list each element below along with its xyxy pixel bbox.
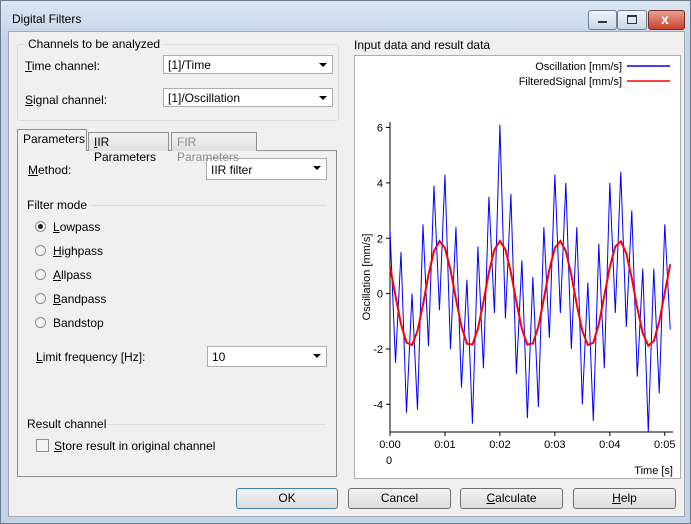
series-line: [389, 239, 672, 348]
separator: [107, 424, 326, 425]
radio-button[interactable]: [35, 293, 46, 304]
minimize-button[interactable]: [588, 10, 617, 30]
store-label: Store result in original channel: [54, 439, 216, 453]
radio-label: Bandpass: [53, 292, 107, 306]
result-legend: Result channel: [27, 417, 107, 431]
filter-mode-legend: Filter mode: [27, 198, 88, 212]
chart-title: Input data and result data: [354, 38, 491, 52]
legend-label: Oscillation [mm/s]: [535, 61, 622, 73]
tab[interactable]: IIR Parameters: [88, 132, 169, 164]
x-tick-label: 0:00: [379, 439, 400, 451]
channels-legend: Channels to be analyzed: [25, 37, 164, 51]
y-tick-label: 2: [377, 233, 383, 245]
y-tick-label: 6: [377, 123, 383, 135]
x-tick-label: 0:04: [599, 439, 620, 451]
radio-button[interactable]: [35, 269, 46, 280]
button[interactable]: Cancel: [348, 488, 451, 509]
channels-group: [17, 44, 339, 121]
series-line: [389, 124, 671, 433]
radio-label: Allpass: [53, 268, 92, 282]
x-tick-label: 0:01: [434, 439, 455, 451]
radio-button[interactable]: [35, 317, 46, 328]
method-label: Method:: [28, 163, 72, 177]
y-axis-label: Oscillation [mm/s]: [361, 234, 373, 321]
limit-label: Limit frequency [Hz]:: [36, 350, 146, 364]
radio-label: Lowpass: [53, 220, 101, 234]
radio-label: Highpass: [53, 244, 104, 258]
close-button[interactable]: x: [648, 10, 685, 30]
store-checkbox[interactable]: [36, 439, 49, 452]
time-label: Time channel:: [25, 59, 100, 73]
button[interactable]: Help: [573, 488, 676, 509]
x-tick-label: 0:03: [544, 439, 565, 451]
tab-panel: [17, 150, 337, 477]
limit-spinbox[interactable]: 10: [207, 346, 327, 367]
maximize-button[interactable]: [617, 10, 647, 30]
signal-label: Signal channel:: [25, 93, 108, 107]
signal-combo[interactable]: [1]/Oscillation: [163, 88, 333, 107]
tab[interactable]: Parameters: [17, 129, 87, 151]
separator: [91, 205, 326, 206]
radio-dot: [38, 224, 43, 229]
y-tick-label: -2: [373, 344, 383, 356]
y-tick-label: 4: [377, 178, 383, 190]
window-title: Digital Filters: [12, 12, 82, 26]
radio-button[interactable]: [35, 221, 46, 232]
x-axis-label: Time [s]: [634, 465, 673, 477]
radio-button[interactable]: [35, 245, 46, 256]
legend-label: FilteredSignal [mm/s]: [519, 76, 622, 88]
chart: -4 -2 0 2 4 6 0:00 0:01 0:02 0:03 0:04 0:05 0 Time [s…: [354, 55, 681, 479]
method-combo[interactable]: IIR filter: [206, 158, 327, 180]
y-tick-label: 0: [377, 289, 383, 301]
radio-label: Bandstop: [53, 316, 104, 330]
x-tick-label: 0:05: [654, 439, 675, 451]
time-combo[interactable]: [1]/Time: [163, 55, 333, 74]
y-tick-label: -4: [373, 399, 383, 411]
x-tick-label: 0:02: [489, 439, 510, 451]
button[interactable]: Calculate: [460, 488, 563, 509]
tab[interactable]: FIR Parameters: [171, 132, 257, 164]
x-origin-label: 0: [386, 455, 392, 467]
button[interactable]: OK: [236, 488, 338, 509]
